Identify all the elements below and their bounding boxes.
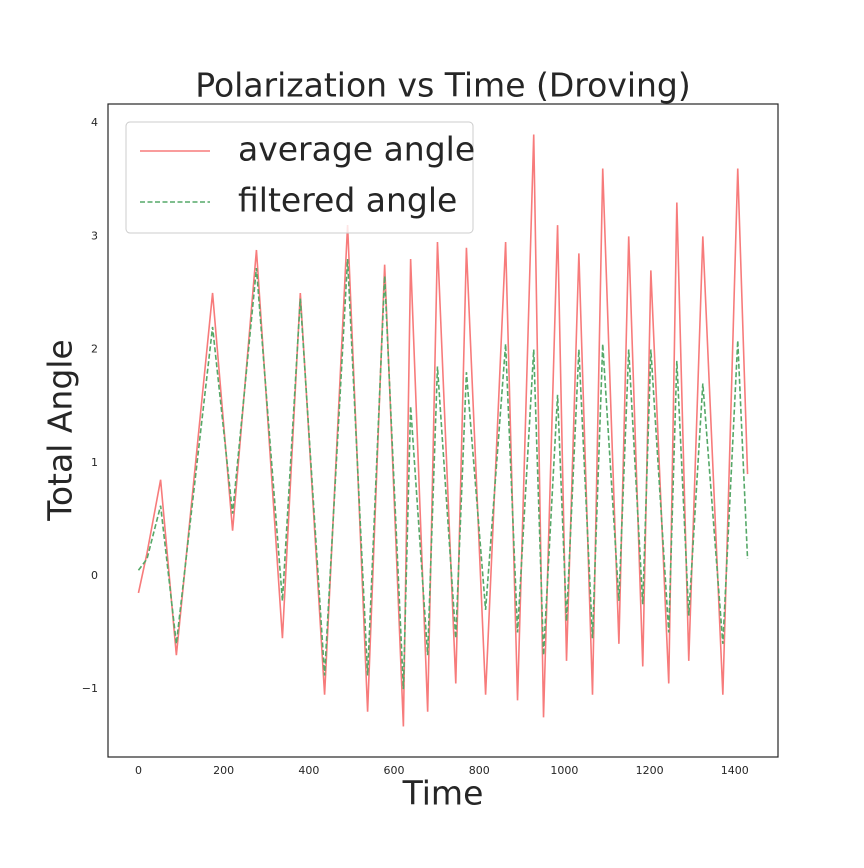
legend-label: average angle (238, 130, 475, 169)
y-tick-label: −1 (82, 682, 98, 695)
x-tick-label: 600 (384, 764, 405, 777)
y-tick-label: 4 (91, 116, 98, 129)
data-line (137, 259, 749, 690)
x-tick-label: 400 (298, 764, 319, 777)
x-tick-label: 0 (135, 764, 142, 777)
y-axis-label: Total Angle (41, 339, 80, 521)
chart-title: Polarization vs Time (Droving) (195, 66, 691, 105)
y-tick-label: 2 (91, 343, 98, 356)
x-tick-label: 1000 (550, 764, 578, 777)
x-tick-label: 800 (469, 764, 490, 777)
y-tick-label: 0 (91, 569, 98, 582)
legend-box (125, 121, 474, 234)
x-tick-label: 1200 (636, 764, 664, 777)
y-tick-label: 1 (91, 456, 98, 469)
legend-label: filtered angle (238, 181, 457, 220)
x-tick-label: 200 (213, 764, 234, 777)
y-tick-label: 3 (91, 229, 98, 242)
x-axis-label: Time (402, 774, 484, 813)
x-tick-label: 1400 (721, 764, 749, 777)
plot-frame (107, 103, 779, 758)
